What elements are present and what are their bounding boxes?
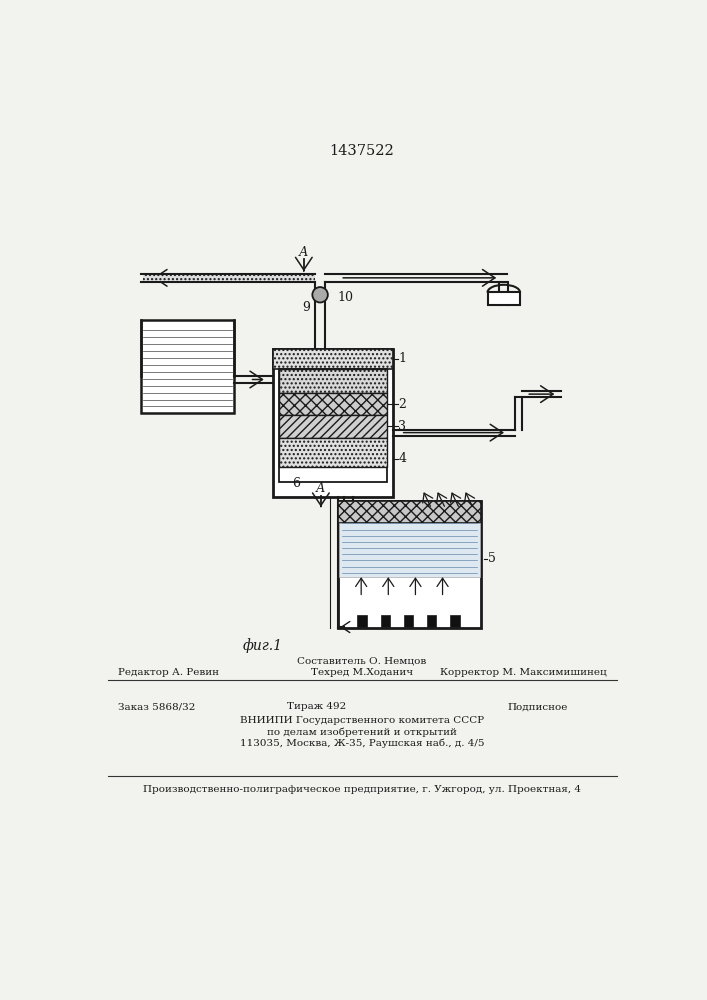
Text: 3: 3	[398, 420, 407, 433]
Bar	[338, 501, 481, 523]
Bar	[279, 393, 387, 415]
Bar	[279, 438, 387, 466]
Text: Корректор М. Максимишинец: Корректор М. Максимишинец	[440, 668, 607, 677]
Bar	[141, 320, 234, 413]
Text: А: А	[299, 246, 308, 259]
Text: 1437522: 1437522	[329, 144, 395, 158]
Circle shape	[312, 287, 328, 302]
Text: 5: 5	[489, 552, 496, 565]
Text: А: А	[316, 482, 326, 495]
Text: фиг.1: фиг.1	[243, 638, 283, 653]
Text: 1: 1	[398, 352, 407, 365]
Text: Подписное: Подписное	[508, 702, 568, 711]
Text: 9: 9	[302, 301, 310, 314]
Text: ВНИИПИ Государственного комитета СССР: ВНИИПИ Государственного комитета СССР	[240, 716, 484, 725]
Text: Тираж 492: Тираж 492	[287, 702, 346, 711]
Text: Техред М.Ходанич: Техред М.Ходанич	[311, 668, 413, 677]
Text: Производственно-полиграфическое предприятие, г. Ужгород, ул. Проектная, 4: Производственно-полиграфическое предприя…	[143, 785, 581, 794]
Bar	[357, 615, 367, 627]
Text: Редактор А. Ревин: Редактор А. Ревин	[118, 668, 219, 677]
Text: 2: 2	[398, 398, 407, 411]
Bar	[143, 275, 315, 281]
Text: 6: 6	[292, 477, 300, 490]
Bar	[404, 615, 413, 627]
Text: 10: 10	[337, 291, 354, 304]
Text: 4: 4	[398, 452, 407, 465]
Text: по делам изобретений и открытий: по делам изобретений и открытий	[267, 727, 457, 737]
Bar	[488, 292, 520, 305]
Bar	[273, 349, 393, 497]
Bar	[279, 369, 387, 482]
Bar	[279, 415, 387, 438]
Bar	[380, 615, 390, 627]
Text: Составитель О. Немцов: Составитель О. Немцов	[298, 656, 426, 665]
Bar	[279, 369, 387, 393]
Bar	[427, 615, 436, 627]
Bar	[339, 523, 480, 577]
Text: Заказ 5868/32: Заказ 5868/32	[118, 702, 195, 711]
Bar	[273, 349, 393, 369]
Text: 113035, Москва, Ж-35, Раушская наб., д. 4/5: 113035, Москва, Ж-35, Раушская наб., д. …	[240, 739, 484, 748]
Bar	[338, 501, 481, 628]
Bar	[450, 615, 460, 627]
